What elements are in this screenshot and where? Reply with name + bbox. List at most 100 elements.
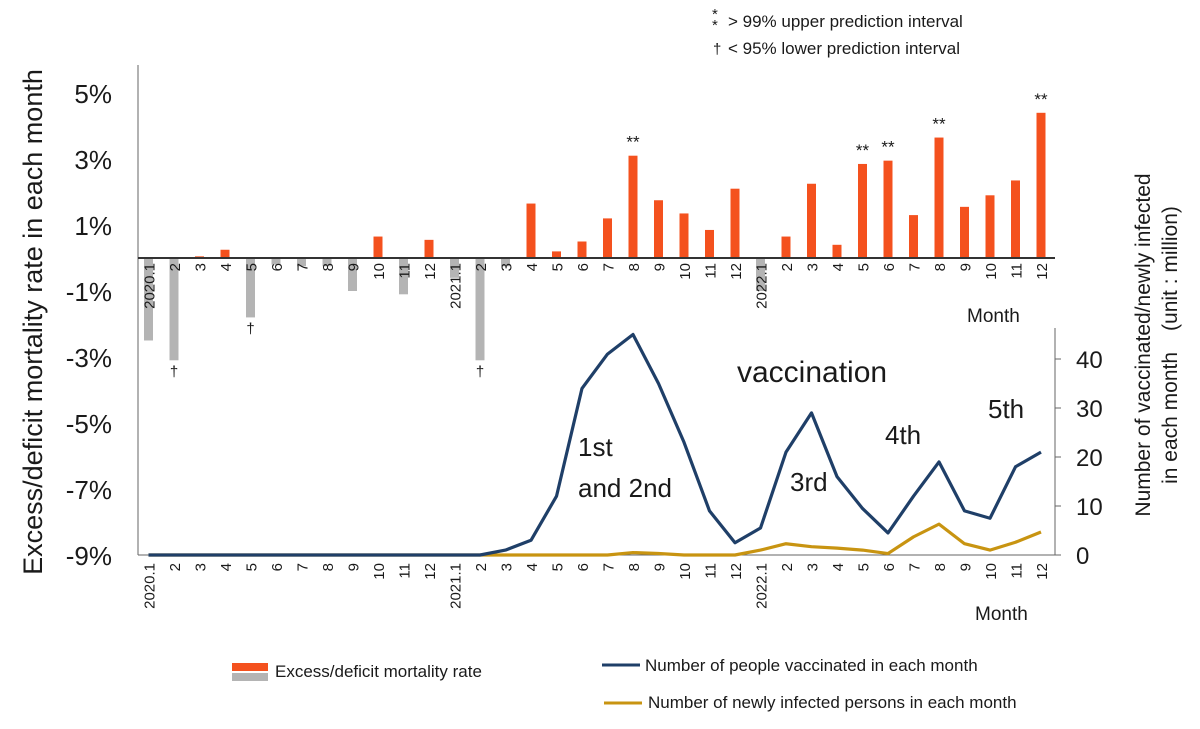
- inner-month-label: 9: [652, 263, 669, 271]
- inner-month-label: 8: [320, 263, 337, 271]
- mortality-bar: [730, 188, 740, 258]
- inner-month-label: 3: [499, 263, 516, 271]
- legend: Excess/deficit mortality rate Number of …: [232, 656, 1017, 712]
- inner-month-label: 11: [1009, 263, 1026, 279]
- inner-month-label: 9: [958, 263, 975, 271]
- bottom-month-label: 4: [524, 563, 541, 571]
- mortality-bar: [603, 218, 612, 258]
- mortality-bar: [526, 203, 536, 258]
- bottom-month-label: 7: [601, 563, 618, 571]
- bottom-month-label: 5: [856, 563, 873, 571]
- legend-label-mortality: Excess/deficit mortality rate: [275, 662, 482, 681]
- inner-month-label: 11: [397, 263, 414, 279]
- annotation-4th: 4th: [885, 420, 921, 450]
- mortality-bar: [144, 258, 153, 341]
- mortality-bar: [450, 258, 459, 278]
- upper-note-text: > 99% upper prediction interval: [728, 12, 963, 31]
- significance-marker: **: [626, 133, 640, 152]
- bottom-month-label: 11: [1009, 563, 1026, 579]
- bottom-month-label: 12: [728, 563, 745, 580]
- bottom-month-label: 11: [703, 563, 720, 579]
- mortality-bar: [220, 249, 230, 258]
- bottom-month-label: 9: [958, 563, 975, 571]
- inner-month-label: 11: [703, 263, 720, 279]
- bottom-month-label: 10: [371, 563, 388, 580]
- inner-month-label: 7: [601, 263, 618, 271]
- bottom-month-label: 2020.1: [142, 563, 159, 609]
- upper-note-symbol: *: [712, 6, 718, 23]
- mortality-bar: [756, 258, 765, 291]
- inner-month-label: 4: [830, 263, 847, 271]
- inner-month-label: 9: [346, 263, 363, 271]
- significance-marker: **: [932, 115, 946, 134]
- mortality-bar: [960, 206, 969, 258]
- bottom-month-label: 2: [473, 563, 490, 571]
- left-tick-label: -5%: [66, 409, 112, 439]
- annotation-5th: 5th: [988, 394, 1024, 424]
- left-tick-label: 3%: [74, 145, 112, 175]
- bottom-month-label: 5: [244, 563, 261, 571]
- bottom-month-label: 7: [907, 563, 924, 571]
- mortality-bar: [1036, 112, 1046, 258]
- inner-month-label: 6: [575, 263, 592, 271]
- mortality-bar: [501, 258, 510, 267]
- series-lines: [148, 332, 1042, 557]
- inner-month-label: 5: [550, 263, 567, 271]
- right-axis-ticks: 0 10 20 30 40: [1055, 347, 1103, 570]
- mortality-bar: [246, 258, 255, 318]
- annotation-and-2nd: and 2nd: [578, 473, 672, 503]
- inner-month-label: 3: [805, 263, 822, 271]
- inner-month-label: 2020.1: [142, 263, 159, 309]
- inner-month-label: 2021.1: [448, 263, 465, 309]
- bottom-month-label: 11: [397, 563, 414, 579]
- mortality-bar: [654, 200, 663, 258]
- right-tick-label: 30: [1076, 396, 1103, 423]
- significance-marker: **: [881, 138, 895, 157]
- mortality-bar: [424, 239, 434, 258]
- inner-month-label: 10: [371, 263, 388, 280]
- left-tick-label: 5%: [74, 79, 112, 109]
- right-tick-label: 10: [1076, 494, 1103, 521]
- mortality-bar: [373, 236, 383, 258]
- bottom-month-label: 6: [881, 563, 898, 571]
- mortality-bar: [297, 258, 306, 267]
- legend-swatch-negative: [232, 673, 268, 681]
- mortality-bar: [705, 229, 714, 258]
- bottom-month-label: 9: [346, 563, 363, 571]
- inner-month-label: 6: [881, 263, 898, 271]
- x-axis-label-upper: Month: [967, 306, 1020, 327]
- inner-month-label: 8: [626, 263, 643, 271]
- bottom-month-label: 6: [575, 563, 592, 571]
- bottom-month-label: 2: [167, 563, 184, 571]
- legend-label-vaccinated: Number of people vaccinated in each mont…: [645, 656, 978, 675]
- inner-month-label: 12: [1034, 263, 1051, 280]
- bottom-month-label: 4: [830, 563, 847, 571]
- mortality-bar: [858, 163, 867, 258]
- inner-month-label: 8: [932, 263, 949, 271]
- mortality-bar: [348, 258, 357, 291]
- inner-month-label: 2: [779, 263, 796, 271]
- mortality-bar: [985, 195, 995, 258]
- upper-note-symbol-2: *: [712, 17, 718, 34]
- inner-month-label: 2: [473, 263, 490, 271]
- inner-month-label: 6: [269, 263, 286, 271]
- bottom-month-label: 7: [295, 563, 312, 571]
- left-tick-label: -9%: [66, 541, 112, 571]
- mortality-bar: [1011, 180, 1020, 258]
- inner-month-label: 10: [677, 263, 694, 280]
- bottom-month-label: 12: [422, 563, 439, 580]
- mortality-bar: [169, 258, 179, 361]
- left-tick-label: 1%: [74, 211, 112, 241]
- prediction-notes: * * > 99% upper prediction interval † < …: [712, 6, 963, 58]
- legend-label-infected: Number of newly infected persons in each…: [648, 693, 1017, 712]
- mortality-bar: [909, 215, 918, 258]
- mortality-bar: [934, 137, 944, 258]
- bottom-month-label: 8: [320, 563, 337, 571]
- bottom-month-label: 3: [805, 563, 822, 571]
- mortality-bar: [271, 258, 281, 265]
- inner-month-label: 7: [295, 263, 312, 271]
- inner-month-label: 2022.1: [754, 263, 771, 309]
- bottom-month-label: 8: [626, 563, 643, 571]
- significance-markers: † † † ** ** ** ** **: [170, 90, 1048, 380]
